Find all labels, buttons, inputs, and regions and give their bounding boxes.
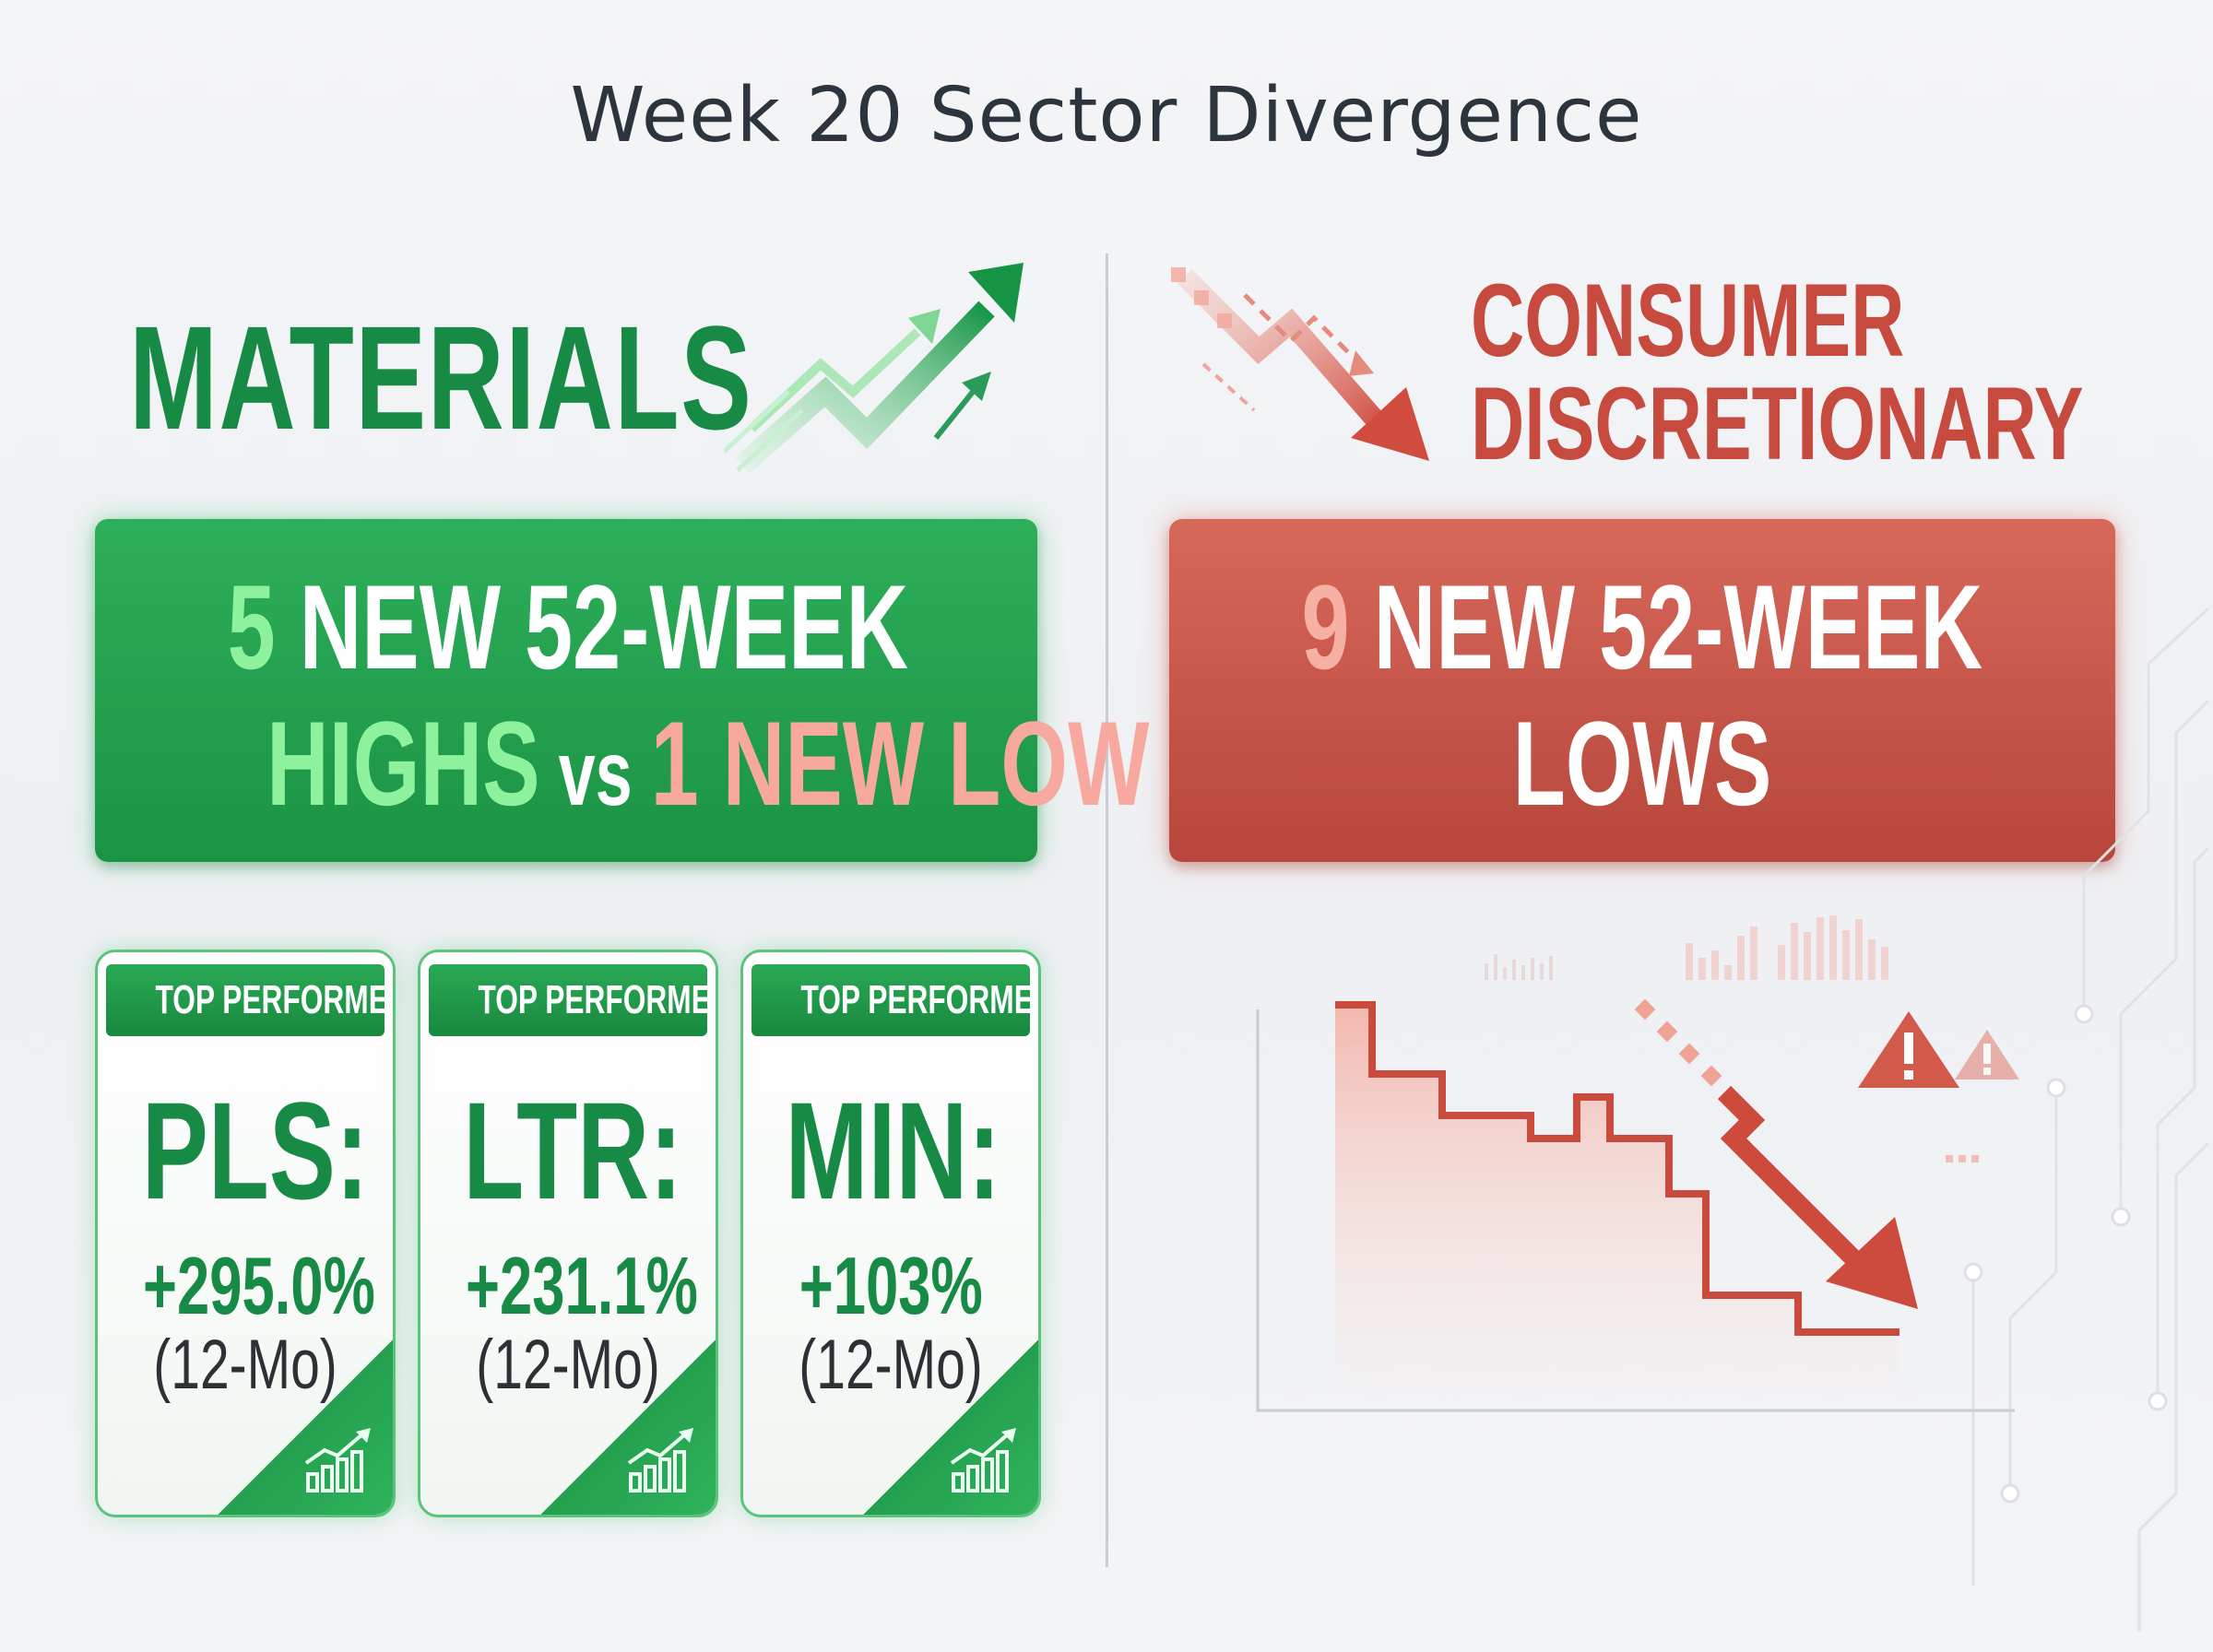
ticker-symbol: MIN: bbox=[785, 1073, 1001, 1228]
card-corner-accent bbox=[218, 1339, 393, 1515]
chart-axes bbox=[1256, 1009, 2015, 1412]
card-corner-accent bbox=[540, 1339, 716, 1515]
consumer-heading-line2: DISCRETIONARY bbox=[1471, 366, 2084, 481]
lows-summary-banner: 9 NEW 52-WEEK LOWS bbox=[1169, 519, 2115, 862]
center-divider bbox=[1106, 254, 1108, 1567]
circuit-background-decoration bbox=[1963, 607, 2208, 1632]
top-performer-card: TOP PERFORMER PLS: +295.0% (12-Mo) bbox=[95, 950, 396, 1517]
top-performer-card: TOP PERFORMER LTR: +231.1% (12-Mo) bbox=[418, 950, 718, 1517]
warning-icon bbox=[1955, 1030, 2019, 1080]
lows-count: 9 bbox=[1301, 560, 1350, 694]
consumer-heading-line1: CONSUMER bbox=[1471, 263, 1905, 378]
lows-line1-text: NEW 52-WEEK bbox=[1349, 560, 1983, 694]
ticker-symbol: LTR: bbox=[463, 1073, 683, 1228]
highs-word: HIGHS bbox=[266, 696, 540, 831]
warning-icon bbox=[1858, 1011, 1959, 1088]
trend-up-arrow-icon bbox=[724, 263, 1024, 474]
top-performer-tag: TOP PERFORMER bbox=[800, 977, 1041, 1022]
consumer-discretionary-heading: CONSUMER DISCRETIONARY bbox=[1471, 269, 2213, 476]
top-performer-card: TOP PERFORMER MIN: +103% (12-Mo) bbox=[740, 950, 1041, 1517]
highs-summary-banner: 5 NEW 52-WEEK HIGHS vs 1 NEW LOW bbox=[95, 519, 1149, 862]
trend-down-arrow-icon bbox=[1171, 267, 1429, 461]
percent-change: +103% bbox=[799, 1240, 983, 1331]
new-low-text: 1 NEW LOW bbox=[650, 696, 1150, 831]
rising-bars-icon bbox=[304, 1428, 371, 1493]
highs-count: 5 bbox=[227, 560, 276, 694]
declining-step-chart bbox=[1256, 915, 2019, 1412]
ticker-symbol: PLS: bbox=[141, 1073, 369, 1228]
top-performer-tag: TOP PERFORMER bbox=[155, 977, 396, 1022]
materials-heading: MATERIALS bbox=[129, 295, 753, 460]
rising-bars-icon bbox=[627, 1428, 693, 1493]
step-line bbox=[1335, 1001, 1899, 1336]
page-title: Week 20 Sector Divergence bbox=[570, 72, 1643, 159]
versus-text: vs bbox=[539, 722, 651, 825]
percent-change: +295.0% bbox=[142, 1240, 375, 1331]
top-performer-tag: TOP PERFORMER bbox=[478, 977, 718, 1022]
background-bars bbox=[1686, 915, 1888, 980]
percent-change: +231.1% bbox=[465, 1240, 698, 1331]
highs-line1-text: NEW 52-WEEK bbox=[275, 560, 909, 694]
rising-bars-icon bbox=[950, 1428, 1016, 1493]
lows-word: LOWS bbox=[1512, 696, 1772, 831]
card-corner-accent bbox=[863, 1339, 1038, 1515]
